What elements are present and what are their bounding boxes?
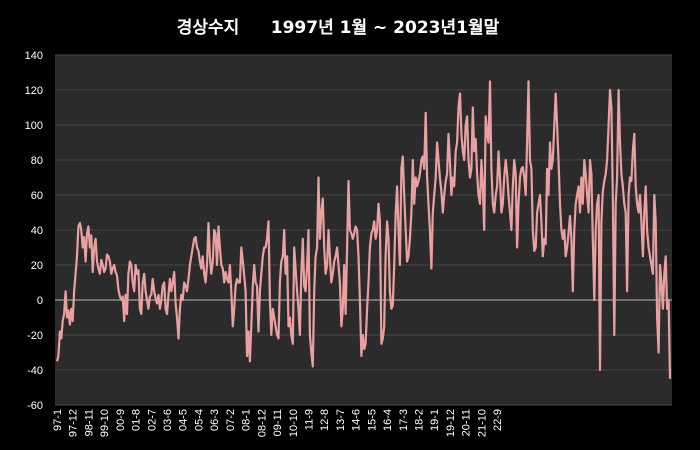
x-tick-label: 07-2 xyxy=(225,409,237,431)
x-tick-label: 08-1 xyxy=(241,409,253,431)
x-tick-label: 21-10 xyxy=(476,409,488,437)
y-axis-ticks: -60 -40 -20 0 20 40 60 80 100 120 140 xyxy=(25,50,43,412)
y-tick-label: 20 xyxy=(31,260,43,272)
x-tick-label: 97-12 xyxy=(68,409,80,437)
x-tick-label: 18-2 xyxy=(414,409,426,431)
y-tick-label: 60 xyxy=(31,190,43,202)
x-tick-label: 97-1 xyxy=(52,409,64,431)
x-tick-label: 16-4 xyxy=(382,409,394,431)
x-tick-label: 02-7 xyxy=(146,409,158,431)
x-tick-label: 04-5 xyxy=(178,409,190,431)
y-tick-label: 100 xyxy=(25,120,43,132)
y-tick-label: -60 xyxy=(27,400,43,412)
x-tick-label: 20-11 xyxy=(461,409,473,436)
x-tick-label: 22-9 xyxy=(492,409,504,431)
y-tick-label: 120 xyxy=(25,85,43,97)
y-tick-label: 140 xyxy=(25,50,43,62)
x-tick-label: 11-9 xyxy=(303,409,315,430)
chart-title-right: 1997년 1월 ~ 2023년1월말 xyxy=(271,17,500,38)
grid-lines xyxy=(55,54,672,406)
x-tick-label: 99-10 xyxy=(99,409,111,437)
x-tick-label: 98-11 xyxy=(83,409,95,436)
series-line xyxy=(55,80,672,379)
y-tick-label: -20 xyxy=(27,330,43,342)
y-tick-label: 40 xyxy=(31,225,43,237)
y-tick-label: -40 xyxy=(27,365,43,377)
y-tick-label: 0 xyxy=(37,295,43,307)
x-tick-label: 06-3 xyxy=(209,409,221,431)
x-tick-label: 12-8 xyxy=(319,409,331,431)
chart-title-left: 경상수지 xyxy=(177,18,240,38)
y-tick-label: 80 xyxy=(31,155,43,167)
x-tick-label: 13-7 xyxy=(335,409,347,431)
x-tick-label: 19-1 xyxy=(429,409,441,431)
x-tick-label: 14-6 xyxy=(351,409,363,431)
x-tick-label: 10-10 xyxy=(288,409,300,437)
x-tick-label: 03-6 xyxy=(162,409,174,431)
x-tick-label: 01-8 xyxy=(131,409,143,431)
x-tick-label: 17-3 xyxy=(398,409,410,431)
x-tick-label: 09-11 xyxy=(272,409,284,436)
x-tick-label: 15-5 xyxy=(366,409,378,431)
x-tick-label: 05-4 xyxy=(193,409,205,431)
x-axis-ticks: 97-1 97-12 98-11 99-10 00-9 01-8 02-7 03-6 04-5 0… xyxy=(52,409,504,437)
x-tick-label: 00-9 xyxy=(115,409,127,431)
x-tick-label: 08-12 xyxy=(256,409,268,437)
x-tick-label: 19-12 xyxy=(445,409,457,437)
